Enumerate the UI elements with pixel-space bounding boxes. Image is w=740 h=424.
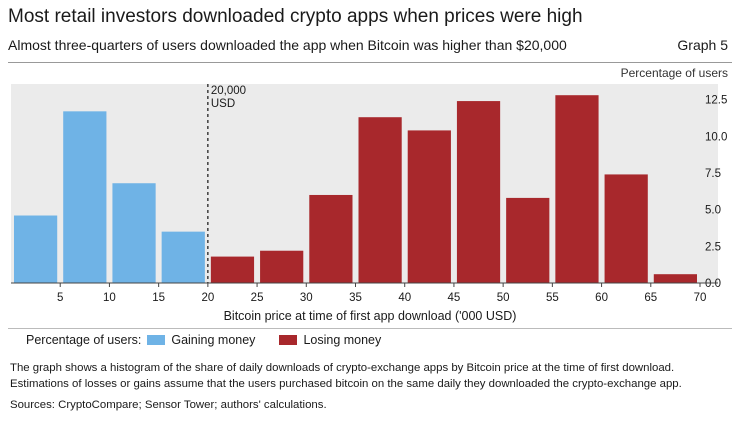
legend-item-gaining: Gaining money — [141, 333, 255, 347]
bar-gaining-15-20 — [161, 231, 205, 283]
legend-label-gaining: Gaining money — [171, 333, 256, 347]
reference-label-line2: USD — [211, 98, 235, 110]
bar-losing-35-40 — [358, 117, 402, 283]
chart-subtitle: Almost three-quarters of users downloade… — [8, 37, 567, 53]
graph-number: Graph 5 — [677, 37, 728, 53]
bar-gaining-0-5 — [14, 215, 58, 283]
x-axis-label: Bitcoin price at time of first app downl… — [223, 309, 517, 323]
bar-losing-60-65 — [604, 174, 648, 283]
y-tick-label-5.0: 5.0 — [705, 205, 721, 217]
x-tick-label-10: 10 — [103, 292, 116, 304]
x-tick-label-25: 25 — [251, 292, 264, 304]
x-tick-label-5: 5 — [57, 292, 63, 304]
bar-losing-20-25 — [210, 256, 255, 283]
bar-losing-55-60 — [555, 95, 599, 283]
bar-losing-25-30 — [260, 250, 304, 283]
legend-prefix: Percentage of users: — [26, 333, 142, 347]
legend-item-losing: Losing money — [273, 333, 381, 347]
x-tick-label-70: 70 — [694, 292, 707, 304]
x-tick-label-40: 40 — [398, 292, 411, 304]
y-tick-label-2.5: 2.5 — [705, 241, 721, 253]
legend-swatch-gaining — [147, 335, 166, 345]
y-tick-label-10.0: 10.0 — [705, 131, 727, 143]
x-tick-label-65: 65 — [644, 292, 657, 304]
x-tick-label-35: 35 — [349, 292, 362, 304]
y-axis-unit-label: Percentage of users — [620, 66, 728, 80]
x-tick-label-30: 30 — [300, 292, 313, 304]
legend-label-losing: Losing money — [303, 333, 382, 347]
bar-losing-30-35 — [309, 194, 353, 283]
legend: Percentage of users: Gaining money Losin… — [26, 333, 399, 347]
chart-title: Most retail investors downloaded crypto … — [8, 6, 583, 27]
top-divider — [8, 62, 732, 63]
x-tick-label-20: 20 — [201, 292, 214, 304]
bar-gaining-10-15 — [112, 183, 156, 283]
footnote: The graph shows a histogram of the share… — [10, 362, 682, 390]
legend-divider — [8, 328, 732, 329]
bar-losing-40-45 — [407, 130, 451, 283]
bar-losing-45-50 — [456, 101, 501, 284]
y-tick-label-0.0: 0.0 — [705, 278, 721, 290]
sources: Sources: CryptoCompare; Sensor Tower; au… — [10, 399, 327, 411]
x-tick-label-55: 55 — [546, 292, 559, 304]
bar-losing-50-55 — [506, 197, 550, 283]
x-tick-label-45: 45 — [448, 292, 461, 304]
y-tick-label-12.5: 12.5 — [705, 95, 727, 107]
x-tick-label-15: 15 — [152, 292, 165, 304]
reference-label-line1: 20,000 — [211, 85, 246, 97]
x-tick-label-60: 60 — [595, 292, 608, 304]
legend-swatch-losing — [279, 335, 298, 345]
bar-losing-65-70 — [653, 274, 697, 283]
x-tick-label-50: 50 — [497, 292, 510, 304]
bar-gaining-5-10 — [63, 111, 107, 283]
y-tick-label-7.5: 7.5 — [705, 168, 721, 180]
